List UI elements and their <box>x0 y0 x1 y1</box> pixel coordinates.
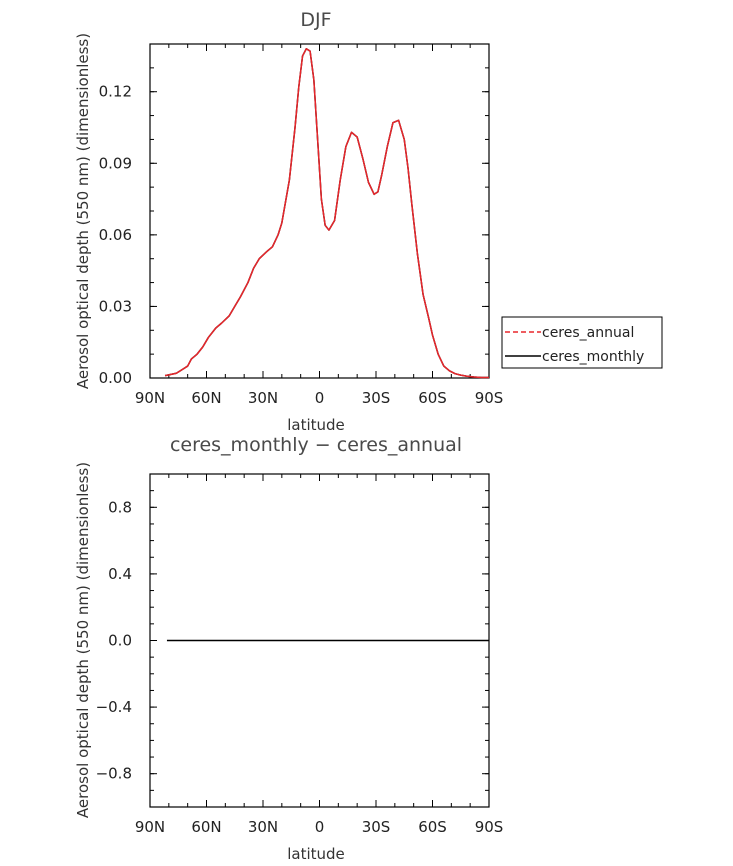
x-tick-label: 60S <box>418 818 447 836</box>
x-axis-label: latitude <box>287 845 345 863</box>
x-tick-label: 60S <box>418 389 447 407</box>
y-tick-label: 0.09 <box>99 154 132 172</box>
x-tick-label: 90N <box>135 818 165 836</box>
legend-label-ceres-annual: ceres_annual <box>542 325 634 341</box>
x-tick-label: 30N <box>248 818 278 836</box>
plot-frame <box>149 43 490 379</box>
y-axis-label: Aerosol optical depth (550 nm) (dimensio… <box>74 33 92 389</box>
axis-ticks: 90N 60N 30N 0 30S 60S 90S 0.00 0.03 0.06 0.09 0.12 <box>99 43 504 407</box>
series-lines <box>164 48 489 379</box>
y-tick-label: −0.8 <box>96 765 132 783</box>
y-tick-label: 0.06 <box>99 226 132 244</box>
x-axis-label: latitude <box>287 416 345 434</box>
y-tick-label: 0.8 <box>108 498 132 516</box>
series-line-ceres-annual <box>164 48 489 379</box>
series-line-ceres-monthly <box>164 48 489 379</box>
y-tick-label: −0.4 <box>96 698 132 716</box>
x-tick-label: 0 <box>315 389 325 407</box>
panel-bottom: ceres_monthly − ceres_annual 90N 60N 30N 0 3… <box>74 434 503 863</box>
legend-label-ceres-monthly: ceres_monthly <box>542 349 644 365</box>
x-tick-label: 90S <box>475 818 504 836</box>
y-tick-label: 0.0 <box>108 632 132 650</box>
y-tick-label: 0.4 <box>108 565 132 583</box>
legend: ceres_annual ceres_monthly <box>501 316 663 369</box>
chart-title: DJF <box>300 9 331 31</box>
x-tick-label: 60N <box>191 818 221 836</box>
panel-top: DJF 90N 60N 30N 0 30S 60S 90S 0.00 0.03 0.06 0.09 0… <box>74 9 503 434</box>
x-tick-label: 90S <box>475 389 504 407</box>
y-tick-label: 0.12 <box>99 83 132 101</box>
axis-ticks: 90N 60N 30N 0 30S 60S 90S −0.8 −0.4 0.0 0.4 0.8 <box>96 473 504 836</box>
x-tick-label: 30S <box>362 818 391 836</box>
x-tick-label: 30N <box>248 389 278 407</box>
chart-title: ceres_monthly − ceres_annual <box>170 434 462 456</box>
y-tick-label: 0.00 <box>99 369 132 387</box>
x-tick-label: 30S <box>362 389 391 407</box>
x-tick-label: 0 <box>315 818 325 836</box>
legend-box <box>501 316 663 369</box>
x-tick-label: 60N <box>191 389 221 407</box>
y-tick-label: 0.03 <box>99 297 132 315</box>
x-tick-label: 90N <box>135 389 165 407</box>
y-axis-label: Aerosol optical depth (550 nm) (dimensio… <box>74 462 92 818</box>
